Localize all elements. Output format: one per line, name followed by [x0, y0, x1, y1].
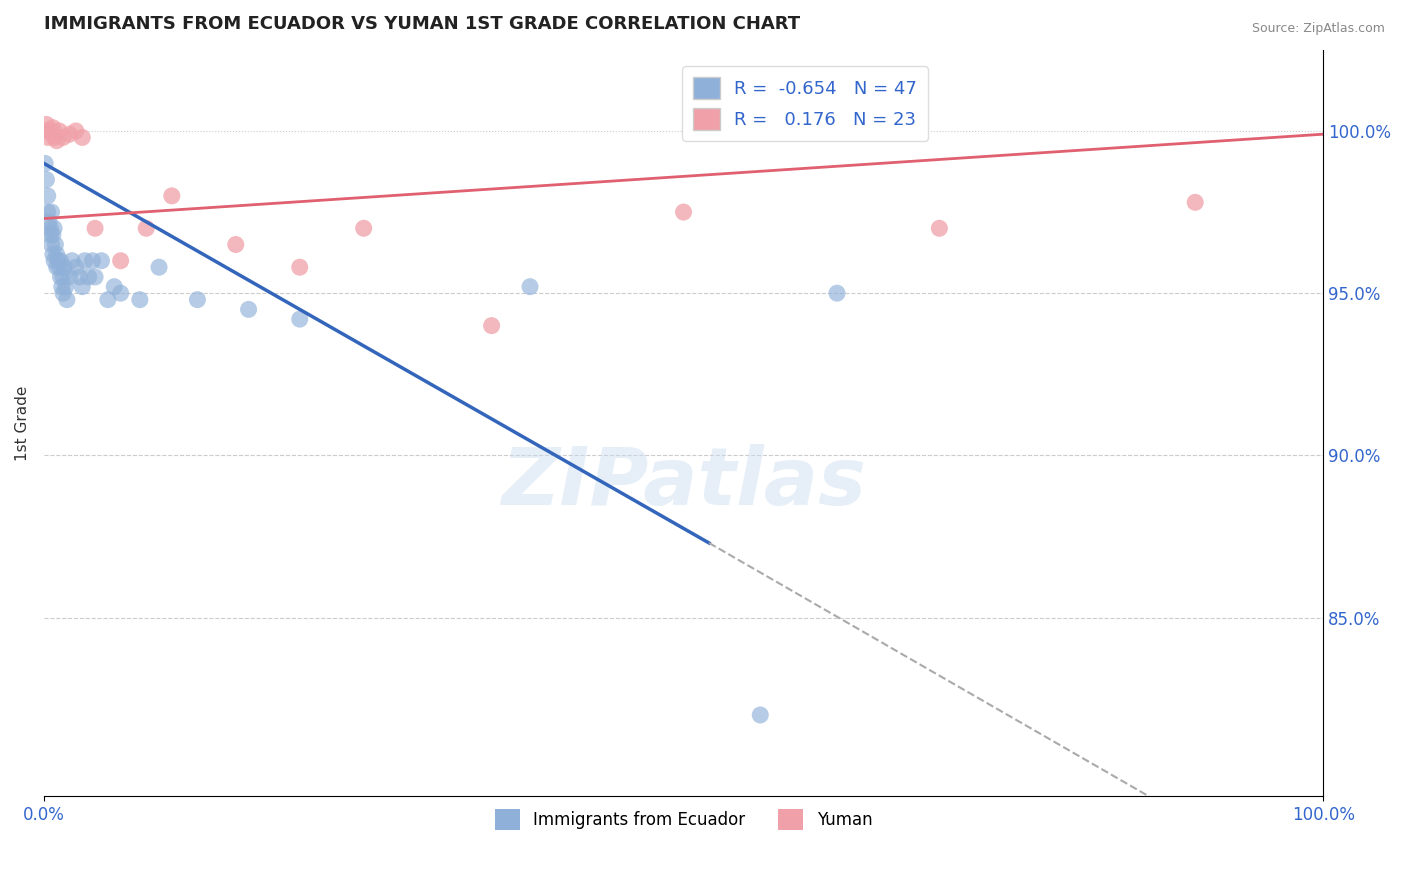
Point — [37, 189, 59, 203]
Point — [160, 189, 183, 203]
Point — [72, 130, 94, 145]
Point — [39, 221, 62, 235]
Point — [481, 318, 503, 333]
Point — [45, 260, 67, 275]
Point — [928, 221, 950, 235]
Point — [52, 286, 75, 301]
Point — [51, 279, 73, 293]
Point — [35, 172, 58, 186]
Point — [39, 124, 62, 138]
Point — [65, 260, 87, 275]
Point — [53, 260, 76, 275]
Point — [238, 302, 260, 317]
Point — [48, 260, 70, 275]
Text: IMMIGRANTS FROM ECUADOR VS YUMAN 1ST GRADE CORRELATION CHART: IMMIGRANTS FROM ECUADOR VS YUMAN 1ST GRA… — [44, 15, 800, 33]
Point — [288, 260, 311, 275]
Legend: Immigrants from Ecuador, Yuman: Immigrants from Ecuador, Yuman — [488, 803, 879, 837]
Point — [225, 237, 247, 252]
Point — [148, 260, 170, 275]
Point — [65, 124, 87, 138]
Point — [46, 253, 69, 268]
Point — [45, 247, 67, 261]
Point — [519, 279, 541, 293]
Point — [45, 134, 67, 148]
Point — [58, 269, 80, 284]
Point — [84, 269, 107, 284]
Point — [34, 156, 56, 170]
Text: Source: ZipAtlas.com: Source: ZipAtlas.com — [1251, 22, 1385, 36]
Point — [60, 253, 83, 268]
Point — [42, 120, 65, 135]
Point — [42, 227, 65, 242]
Point — [41, 237, 63, 252]
Point — [749, 708, 772, 723]
Point — [48, 124, 70, 138]
Point — [42, 221, 65, 235]
Point — [84, 221, 107, 235]
Point — [49, 253, 72, 268]
Point — [73, 253, 96, 268]
Point — [1184, 195, 1206, 210]
Point — [288, 312, 311, 326]
Point — [42, 253, 65, 268]
Point — [37, 205, 59, 219]
Point — [186, 293, 208, 307]
Point — [72, 279, 94, 293]
Point — [39, 227, 62, 242]
Point — [82, 253, 104, 268]
Point — [110, 286, 132, 301]
Point — [52, 130, 75, 145]
Point — [128, 293, 150, 307]
Point — [44, 237, 66, 252]
Text: ZIPatlas: ZIPatlas — [501, 443, 866, 522]
Point — [35, 118, 58, 132]
Point — [58, 127, 80, 141]
Point — [90, 253, 112, 268]
Point — [41, 205, 63, 219]
Point — [42, 247, 65, 261]
Point — [353, 221, 375, 235]
Point — [103, 279, 125, 293]
Point — [97, 293, 120, 307]
Point — [42, 130, 65, 145]
Point — [672, 205, 695, 219]
Point — [55, 279, 77, 293]
Point — [69, 269, 91, 284]
Y-axis label: 1st Grade: 1st Grade — [15, 385, 30, 460]
Point — [56, 293, 79, 307]
Point — [34, 124, 56, 138]
Point — [38, 215, 60, 229]
Point — [110, 253, 132, 268]
Point — [52, 269, 75, 284]
Point — [135, 221, 157, 235]
Point — [825, 286, 848, 301]
Point — [49, 269, 72, 284]
Point — [37, 130, 59, 145]
Point — [77, 269, 100, 284]
